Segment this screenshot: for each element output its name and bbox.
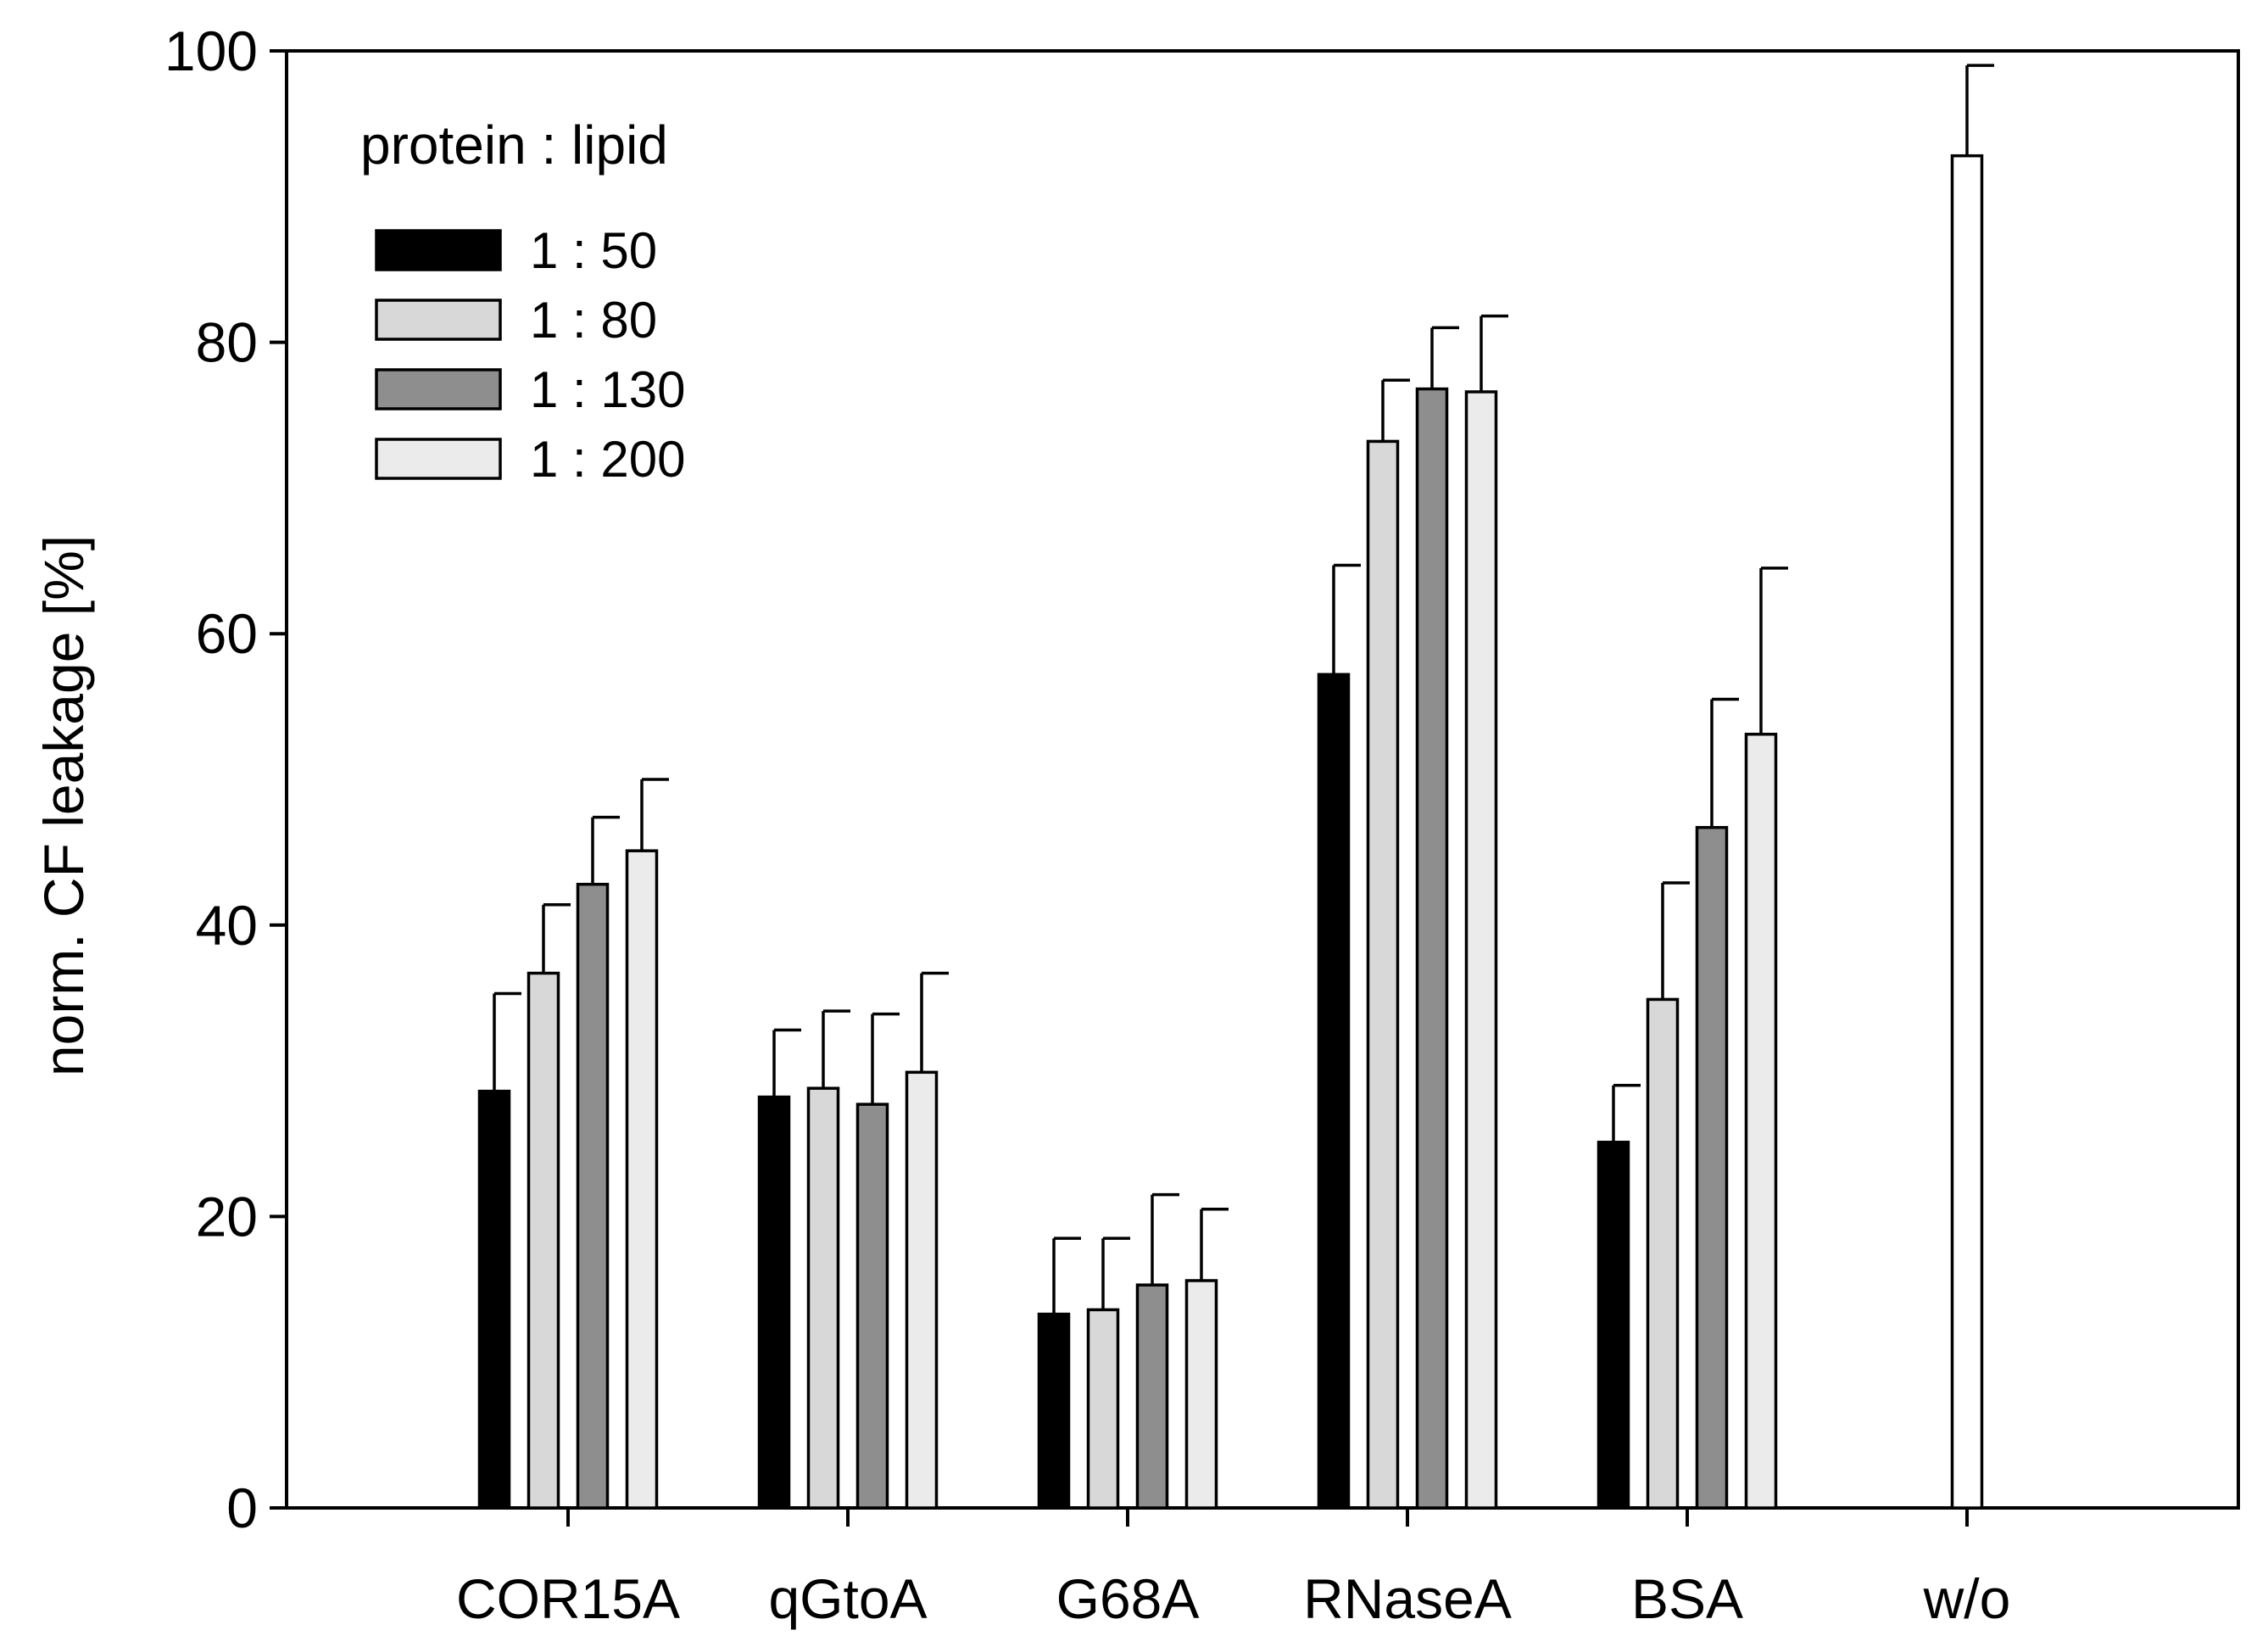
y-tick-label: 0 bbox=[226, 1477, 258, 1539]
x-tick-label: w/o bbox=[1923, 1567, 2011, 1630]
bar-series-2 bbox=[806, 1086, 840, 1510]
bar-series-3 bbox=[1415, 387, 1449, 1510]
plot-frame bbox=[285, 49, 2240, 1510]
y-tick-label: 60 bbox=[196, 602, 258, 665]
bar-series-3 bbox=[1135, 1283, 1169, 1510]
bar-series-3 bbox=[855, 1103, 889, 1510]
legend: protein : lipid 1 : 50 1 : 80 1 : 130 1 : 2… bbox=[360, 114, 686, 488]
bar-extra bbox=[1950, 154, 1984, 1510]
bar-series-1 bbox=[757, 1095, 791, 1510]
legend-label: 1 : 80 bbox=[530, 292, 657, 349]
x-tick-label: RNaseA bbox=[1303, 1567, 1512, 1630]
legend-swatch bbox=[375, 299, 502, 341]
legend-label: 1 : 130 bbox=[530, 361, 686, 418]
bar-series-1 bbox=[477, 1089, 511, 1510]
y-tick-label: 100 bbox=[164, 20, 258, 82]
x-tick-label: G68A bbox=[1056, 1567, 1200, 1630]
legend-label: 1 : 50 bbox=[530, 222, 657, 279]
x-tick-label: COR15A bbox=[456, 1567, 680, 1630]
bar-series-4 bbox=[1184, 1279, 1218, 1510]
legend-label: 1 : 200 bbox=[530, 431, 686, 488]
bar-series-2 bbox=[1366, 439, 1400, 1510]
bar-series-3 bbox=[576, 882, 610, 1510]
bar-series-1 bbox=[1597, 1141, 1630, 1510]
bar-series-2 bbox=[1086, 1308, 1120, 1510]
y-tick-label: 20 bbox=[196, 1185, 258, 1248]
bar-series-4 bbox=[1744, 732, 1778, 1510]
y-tick-label: 40 bbox=[196, 894, 258, 957]
bar-series-2 bbox=[1646, 997, 1680, 1510]
legend-title: protein : lipid bbox=[360, 114, 668, 176]
bars-layer bbox=[477, 64, 1994, 1510]
legend-swatch bbox=[375, 229, 502, 271]
bar-series-4 bbox=[1464, 390, 1498, 1510]
y-tick-label: 80 bbox=[196, 311, 258, 374]
x-tick-label: qGtoA bbox=[768, 1567, 927, 1630]
y-axis-title: norm. CF leakage [%] bbox=[32, 535, 95, 1076]
legend-swatch bbox=[375, 438, 502, 480]
bar-series-4 bbox=[625, 849, 659, 1510]
ticks-layer: 0 20 40 60 80 100 COR15A qGtoA G68A RNaseA BSA w/o bbox=[164, 20, 2010, 1630]
x-tick-label: BSA bbox=[1631, 1567, 1743, 1630]
bar-series-2 bbox=[527, 971, 560, 1510]
bar-series-3 bbox=[1695, 825, 1729, 1510]
bar-series-4 bbox=[905, 1070, 939, 1510]
bar-series-1 bbox=[1037, 1312, 1071, 1510]
legend-swatch bbox=[375, 368, 502, 410]
bar-series-1 bbox=[1317, 673, 1351, 1510]
